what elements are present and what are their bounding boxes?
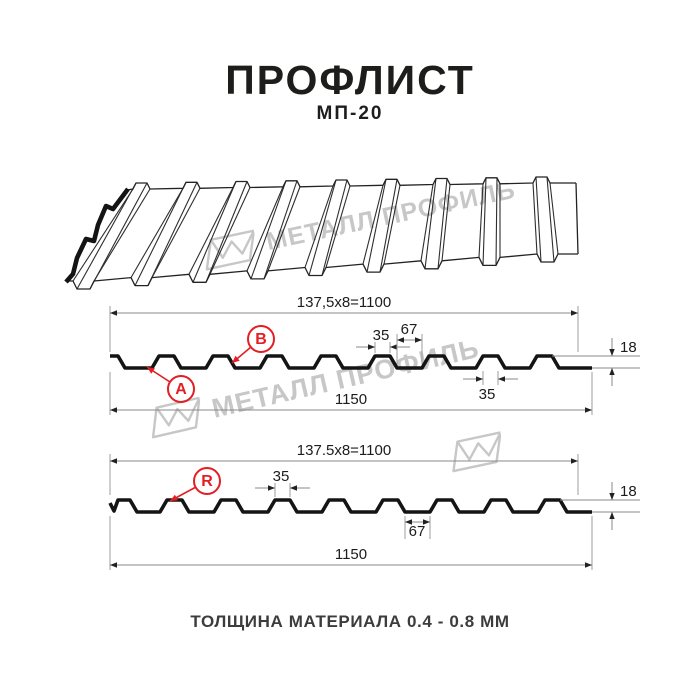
sheet-3d-rib-line <box>72 188 134 282</box>
dim-arrowhead <box>609 493 615 500</box>
sheet-3d-rib-line <box>321 179 348 276</box>
sheet-3d-right-edge <box>575 182 579 255</box>
sheet-3d-rib-line <box>546 176 555 263</box>
dim-modules-width-front: 137,5x8=1100 <box>297 294 391 311</box>
dim-arrowhead <box>368 344 375 350</box>
sheet-3d-rib-line <box>304 185 334 268</box>
dim-arrowhead <box>498 376 505 382</box>
sheet-3d-rib-line <box>93 188 151 282</box>
label-a: A <box>175 381 187 398</box>
dim-arrowhead <box>609 368 615 375</box>
sheet-3d-rib-line <box>263 180 298 280</box>
sheet-3d-rib-line <box>441 184 451 261</box>
dim-arrowhead <box>609 512 615 519</box>
sheet-3d-rib-line <box>366 179 387 273</box>
dim-rib-top-reverse: 35 <box>273 468 290 485</box>
page-title: ПРОФЛИСТ <box>225 57 475 103</box>
dim-height-reverse: 18 <box>620 483 637 500</box>
sheet-3d-rib-line <box>147 182 198 286</box>
sheet-3d-rib-line <box>325 185 351 268</box>
dim-arrowhead <box>476 376 483 382</box>
dim-total-width-reverse: 1150 <box>335 546 367 563</box>
dim-arrowhead <box>290 485 297 491</box>
dim-arrowhead <box>110 407 117 413</box>
label-r-leader-arrowhead <box>170 494 178 501</box>
sheet-3d-rib-line <box>76 182 137 290</box>
dim-arrowhead <box>423 519 430 525</box>
profile-reverse-outline <box>108 498 592 514</box>
sheet-3d-rib-line <box>437 178 448 269</box>
sheet-3d-rib-line <box>192 181 237 283</box>
metal-profil-logo-icon <box>452 431 502 473</box>
label-b-circle <box>247 325 275 353</box>
sheet-3d-rib-line <box>188 187 234 275</box>
sheet-3d-rib-line <box>267 186 301 272</box>
dim-valley-front: 67 <box>401 321 418 338</box>
dim-arrowhead <box>390 344 397 350</box>
sheet-3d-front-edge <box>66 253 578 290</box>
sheet-3d-rib-line <box>535 176 542 263</box>
dim-height-front: 18 <box>620 339 637 356</box>
label-r: R <box>201 473 213 490</box>
label-a-circle <box>167 375 195 403</box>
sheet-3d-rib-line <box>532 182 538 255</box>
sheet-3d-rib-line <box>549 182 559 255</box>
footer-note: ТОЛЩИНА МАТЕРИАЛА 0.4 - 0.8 ММ <box>190 612 510 631</box>
sheet-3d-cut-end <box>64 187 130 284</box>
dim-arrowhead <box>585 407 592 413</box>
dim-total-width-front: 1150 <box>335 391 367 408</box>
dim-valley-reverse: 67 <box>409 523 426 540</box>
dim-arrowhead <box>110 562 117 568</box>
dim-modules-width-reverse: 137.5x8=1100 <box>297 442 391 459</box>
sheet-3d-rib-line <box>362 185 384 265</box>
sheet-3d-rib-line <box>151 187 201 278</box>
sheet-3d-rib-line <box>250 180 287 280</box>
dim-arrowhead <box>415 337 422 343</box>
sheet-3d-rib-line <box>134 182 187 286</box>
label-r-circle <box>193 467 221 495</box>
dim-arrowhead <box>397 337 404 343</box>
sheet-3d-rib-line <box>379 179 398 273</box>
dim-arrowhead <box>585 562 592 568</box>
dim-arrowhead <box>609 349 615 356</box>
product-code: МП-20 <box>316 103 384 124</box>
watermark-2: МЕТАЛЛ ПРОФИЛЬ <box>144 330 483 441</box>
sheet-3d-rib-line <box>420 184 434 261</box>
dim-arrowhead <box>571 310 578 316</box>
sheet-3d-rib-line <box>209 187 251 275</box>
sheet-3d-rib-line <box>482 177 487 266</box>
sheet-3d-rib-line <box>478 183 484 258</box>
dim-arrowhead <box>110 310 117 316</box>
profile-front-outline <box>110 354 592 370</box>
dim-rib-top-2-front: 35 <box>479 386 496 403</box>
dim-arrowhead <box>571 458 578 464</box>
sheet-3d-rib-line <box>246 186 284 272</box>
label-a-leader-arrowhead <box>147 367 155 374</box>
dim-arrowhead <box>110 458 117 464</box>
sheet-3d-rib-line <box>205 181 248 283</box>
sheet-3d-rib-line <box>424 178 437 269</box>
dim-arrowhead <box>268 485 275 491</box>
dim-arrowhead <box>405 519 412 525</box>
sheet-3d-rib-line <box>130 187 184 278</box>
sheet-3d-rib-line <box>383 185 401 265</box>
label-b: B <box>255 331 267 348</box>
sheet-3d-rib-line <box>495 177 498 266</box>
sheet-3d-rib-line <box>308 179 337 276</box>
dim-rib-top-front: 35 <box>373 327 390 344</box>
label-b-leader-arrowhead <box>232 355 240 363</box>
metal-profil-logo-icon <box>151 396 201 439</box>
sheet-3d-back-edge <box>126 176 576 191</box>
